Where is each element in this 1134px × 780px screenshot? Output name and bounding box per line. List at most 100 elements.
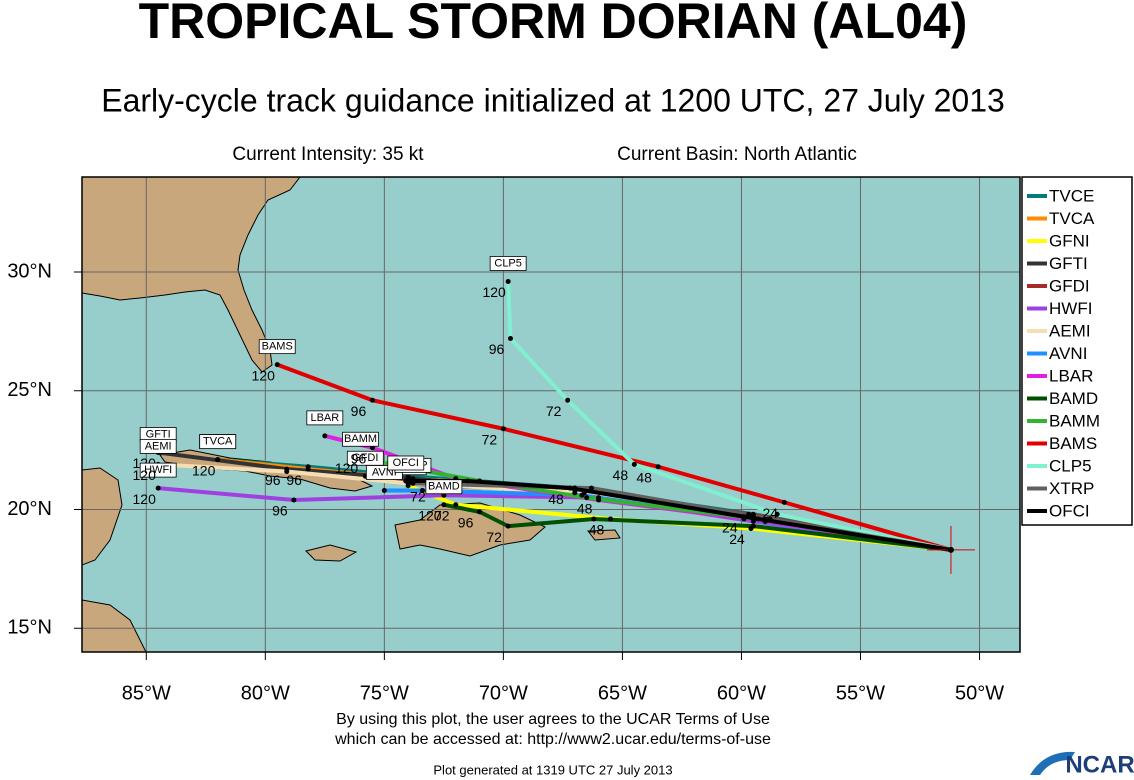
y-tick-label: 20°N (7, 498, 52, 520)
track-point (215, 457, 221, 463)
track-point (410, 476, 416, 482)
track-point (369, 397, 375, 403)
x-tick-label: 55°W (836, 682, 885, 704)
y-tick-label: 15°N (7, 617, 52, 639)
track-point (403, 478, 409, 484)
track-point (750, 518, 756, 524)
x-tick-label: 85°W (122, 682, 171, 704)
track-point (565, 397, 571, 403)
track-point (500, 426, 506, 432)
track-point (505, 279, 511, 284)
track-name: LBAR (310, 412, 339, 424)
track-point (591, 516, 597, 522)
track-point (477, 478, 483, 484)
legend-label: GFNI (1049, 231, 1090, 250)
legend-label: BAMD (1049, 389, 1098, 408)
x-tick-label: 60°W (717, 682, 766, 704)
x-tick-label: 65°W (598, 682, 647, 704)
track-point (419, 488, 425, 493)
track-point (596, 497, 602, 503)
legend-label: CLP5 (1049, 456, 1092, 475)
legend-label: BAMM (1049, 411, 1100, 430)
hour-label: 96 (265, 472, 281, 488)
track-point (762, 518, 768, 524)
legend-label: GFDI (1049, 276, 1090, 295)
track-point (608, 516, 614, 522)
track-name-box (489, 256, 527, 271)
legend-label: AVNI (1049, 344, 1087, 363)
hour-label: 24 (722, 519, 738, 535)
hour-label: 120 (482, 284, 506, 300)
track-name-box (346, 450, 384, 466)
track-point (155, 485, 161, 491)
track-name-box (387, 455, 425, 471)
legend-label: TVCE (1049, 186, 1094, 205)
x-tick-label: 80°W (241, 682, 290, 704)
track-points (155, 279, 787, 531)
legend-label: AEMI (1049, 321, 1091, 340)
hour-label: 120 (133, 467, 157, 483)
track-point (441, 502, 447, 508)
track-point (781, 499, 787, 505)
track-point (588, 485, 594, 491)
hour-label: 96 (351, 450, 367, 466)
track-point (381, 488, 387, 493)
track-name: TVCA (203, 436, 233, 448)
track-name: GFDI (352, 452, 378, 464)
hour-label: 120 (418, 507, 442, 523)
legend-label: OFCI (1049, 501, 1090, 520)
legend-label: BAMS (1049, 434, 1097, 453)
hour-label: 48 (589, 522, 605, 538)
legend-label: GFTI (1049, 254, 1088, 273)
track-point (284, 469, 290, 474)
track-name: AEMI (145, 440, 172, 452)
track-point (508, 336, 514, 341)
track-name: OFCI (393, 457, 419, 469)
track-name: BAMM (344, 433, 377, 445)
track-name: BAMS (262, 341, 293, 353)
hour-label: 72 (486, 529, 502, 545)
hour-label: 48 (548, 491, 564, 507)
hour-label: 96 (351, 403, 367, 419)
hour-label: 120 (192, 462, 216, 478)
track-point (567, 485, 573, 491)
track-point (584, 495, 590, 501)
hour-label: 120 (335, 460, 359, 476)
hour-label: 96 (458, 515, 474, 531)
legend-label: HWFI (1049, 299, 1092, 318)
track-point (631, 461, 637, 467)
track-name-box (258, 339, 296, 355)
x-tick-label: 75°W (360, 682, 409, 704)
track-name: HWFI (144, 464, 172, 476)
hour-label: 24 (729, 531, 745, 547)
hour-label: 48 (577, 500, 593, 516)
track-point (465, 478, 471, 484)
hour-label: 72 (546, 403, 562, 419)
track-point (305, 466, 311, 472)
track-name-box (425, 479, 463, 495)
basin: Current Basin: North Atlantic (617, 144, 857, 165)
logo-swoosh (1030, 751, 1075, 775)
track-point (741, 514, 747, 520)
track-point (322, 433, 328, 439)
track-name: CLP5 (494, 257, 522, 269)
legend-label: TVCA (1049, 209, 1095, 228)
intensity: Current Intensity: 35 kt (232, 144, 424, 165)
logo: NCAR (1065, 751, 1134, 778)
track-line (443, 502, 952, 552)
track-point (505, 523, 511, 529)
track-name-box (139, 462, 177, 478)
hour-label: 96 (489, 341, 505, 357)
x-tick-label: 50°W (955, 682, 1004, 704)
terms-note: By using this plot, the user agrees to t… (336, 711, 770, 728)
hour-label: 96 (286, 472, 302, 488)
hour-label: 120 (133, 491, 157, 507)
track-name-box (199, 434, 237, 450)
track-point (746, 511, 752, 517)
hour-label: 96 (272, 503, 288, 519)
current-position-dot (947, 546, 954, 553)
track-point (453, 502, 459, 508)
track-name-box (306, 410, 344, 426)
track-point (274, 362, 280, 368)
